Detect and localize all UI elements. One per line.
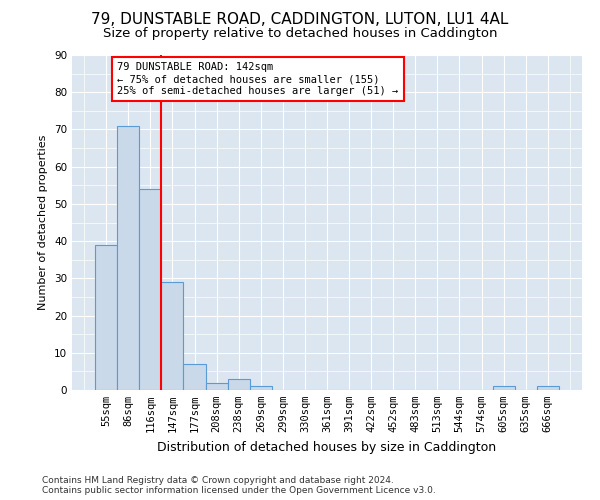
Bar	[227, 379, 250, 390]
Bar	[95, 245, 117, 390]
Bar	[139, 189, 161, 390]
Bar	[250, 386, 272, 390]
Text: 79 DUNSTABLE ROAD: 142sqm
← 75% of detached houses are smaller (155)
25% of semi: 79 DUNSTABLE ROAD: 142sqm ← 75% of detac…	[117, 62, 398, 96]
X-axis label: Distribution of detached houses by size in Caddington: Distribution of detached houses by size …	[157, 440, 497, 454]
Bar	[493, 386, 515, 390]
Text: 79, DUNSTABLE ROAD, CADDINGTON, LUTON, LU1 4AL: 79, DUNSTABLE ROAD, CADDINGTON, LUTON, L…	[91, 12, 509, 28]
Bar	[184, 364, 206, 390]
Bar	[206, 382, 227, 390]
Y-axis label: Number of detached properties: Number of detached properties	[38, 135, 49, 310]
Text: Size of property relative to detached houses in Caddington: Size of property relative to detached ho…	[103, 28, 497, 40]
Bar	[161, 282, 184, 390]
Bar	[117, 126, 139, 390]
Bar	[537, 386, 559, 390]
Text: Contains HM Land Registry data © Crown copyright and database right 2024.
Contai: Contains HM Land Registry data © Crown c…	[42, 476, 436, 495]
